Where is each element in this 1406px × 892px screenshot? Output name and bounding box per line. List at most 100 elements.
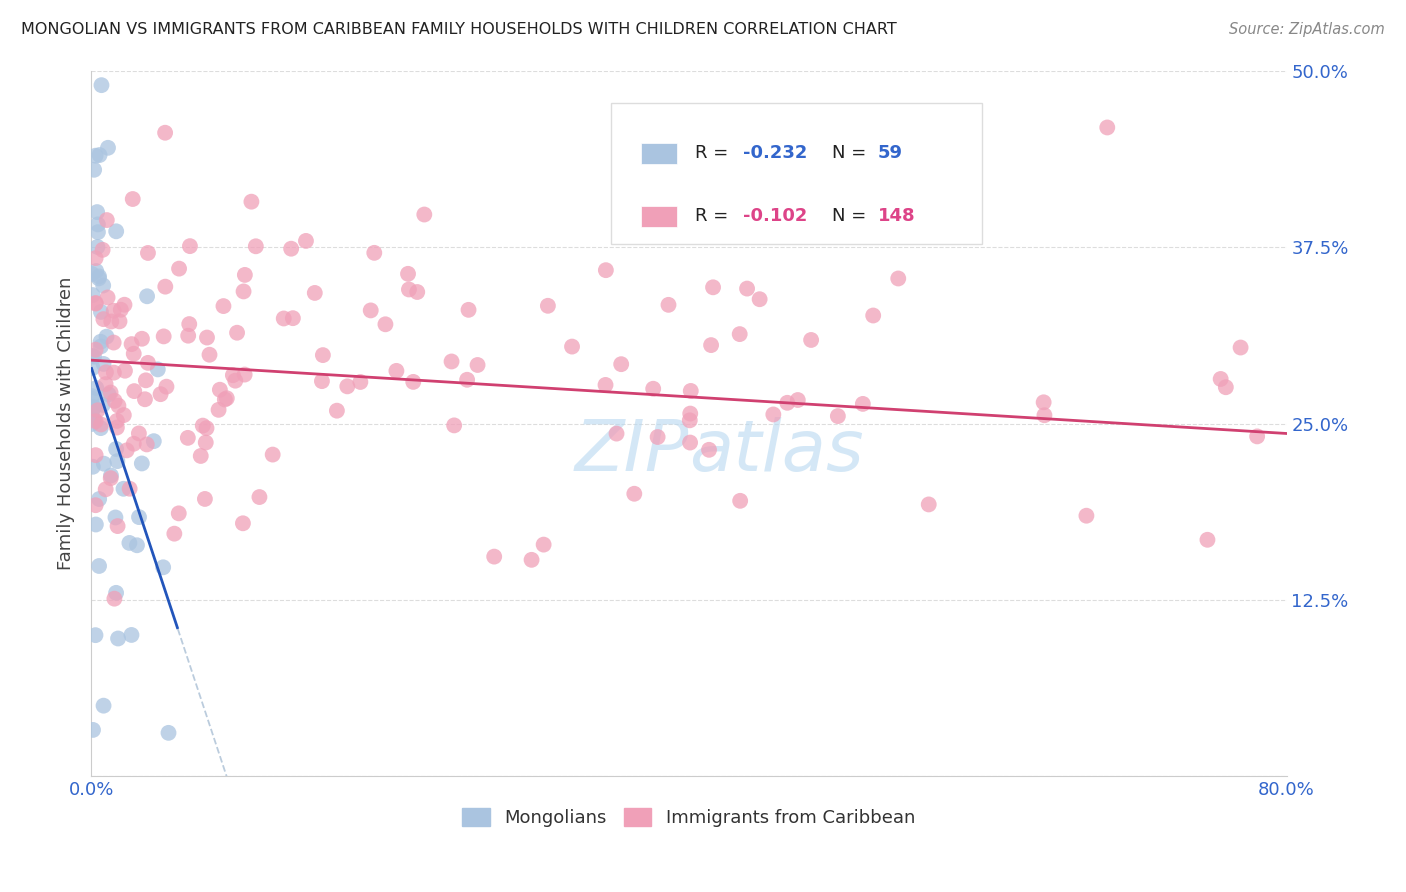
Point (96, 213, 118, 227)
Point (735, 282, 758, 296)
Point (122, 347, 145, 361)
Point (84, 343, 107, 357)
Point (83, 350, 105, 364)
Point (1229, 341, 1251, 355)
Point (84, 296, 107, 310)
Point (87, 225, 110, 239)
Point (107, 399, 129, 413)
Point (679, 435, 702, 450)
Point (96, 329, 118, 343)
Point (93, 698, 115, 713)
Point (80, 389, 103, 403)
Point (179, 239, 201, 253)
Point (136, 356, 159, 370)
Point (311, 374, 333, 388)
Point (89, 148, 111, 162)
Point (208, 383, 231, 397)
Point (122, 384, 145, 398)
Point (153, 126, 176, 140)
Point (83, 400, 105, 414)
Point (700, 338, 723, 352)
Point (214, 392, 236, 407)
Point (82, 288, 104, 302)
Point (232, 285, 254, 299)
Point (561, 340, 583, 354)
Point (89, 491, 111, 506)
Point (918, 498, 941, 512)
Point (862, 309, 884, 323)
Legend: Mongolians, Immigrants from Caribbean: Mongolians, Immigrants from Caribbean (456, 800, 922, 834)
Point (122, 436, 145, 450)
Point (177, 328, 200, 343)
Point (105, 442, 128, 456)
Point (114, 364, 136, 378)
Point (152, 560, 174, 574)
Point (104, 510, 127, 524)
Point (374, 318, 396, 332)
Point (93, 457, 115, 471)
Point (84, 264, 107, 278)
Text: N =: N = (832, 207, 872, 225)
Point (87, 269, 110, 284)
Point (406, 285, 429, 299)
Point (135, 437, 157, 451)
Point (728, 327, 751, 342)
Point (224, 374, 246, 388)
Text: ZIP: ZIP (575, 417, 689, 486)
Point (762, 408, 785, 422)
Point (135, 373, 157, 387)
Point (112, 408, 135, 422)
Point (249, 490, 271, 504)
Point (537, 299, 560, 313)
Point (105, 224, 128, 238)
Point (112, 482, 135, 496)
Point (167, 507, 190, 521)
Point (91, 278, 114, 293)
Point (86, 381, 108, 395)
Point (167, 261, 190, 276)
Text: N =: N = (832, 145, 872, 162)
Point (136, 289, 159, 303)
Point (121, 628, 143, 642)
Point (179, 317, 201, 331)
Point (104, 393, 127, 408)
Point (84, 296, 107, 310)
Point (114, 298, 136, 312)
FancyBboxPatch shape (641, 205, 676, 227)
Point (100, 314, 122, 328)
Point (128, 426, 150, 441)
Point (93, 312, 115, 326)
Point (262, 448, 284, 462)
Point (1215, 380, 1237, 394)
Point (363, 245, 385, 260)
Point (155, 380, 177, 394)
Point (456, 373, 478, 387)
Point (118, 536, 141, 550)
Point (163, 526, 186, 541)
Point (105, 454, 128, 468)
Point (121, 192, 143, 206)
Point (413, 207, 436, 221)
Point (152, 329, 174, 343)
Point (679, 384, 702, 398)
Point (728, 493, 751, 508)
Point (90, 305, 112, 319)
Point (82, 459, 104, 474)
Point (94, 377, 117, 392)
Point (93, 357, 115, 371)
Point (245, 239, 267, 253)
Point (281, 311, 304, 326)
Point (90, 421, 112, 435)
Point (97, 290, 120, 304)
Point (827, 409, 849, 423)
Point (103, 303, 125, 318)
Point (679, 407, 702, 421)
Point (105, 420, 128, 434)
Point (1197, 533, 1219, 547)
Text: -0.102: -0.102 (742, 207, 807, 225)
Point (1097, 120, 1119, 135)
Point (146, 362, 169, 376)
Point (83, 412, 105, 426)
Text: -0.232: -0.232 (742, 145, 807, 162)
Point (84, 414, 107, 428)
